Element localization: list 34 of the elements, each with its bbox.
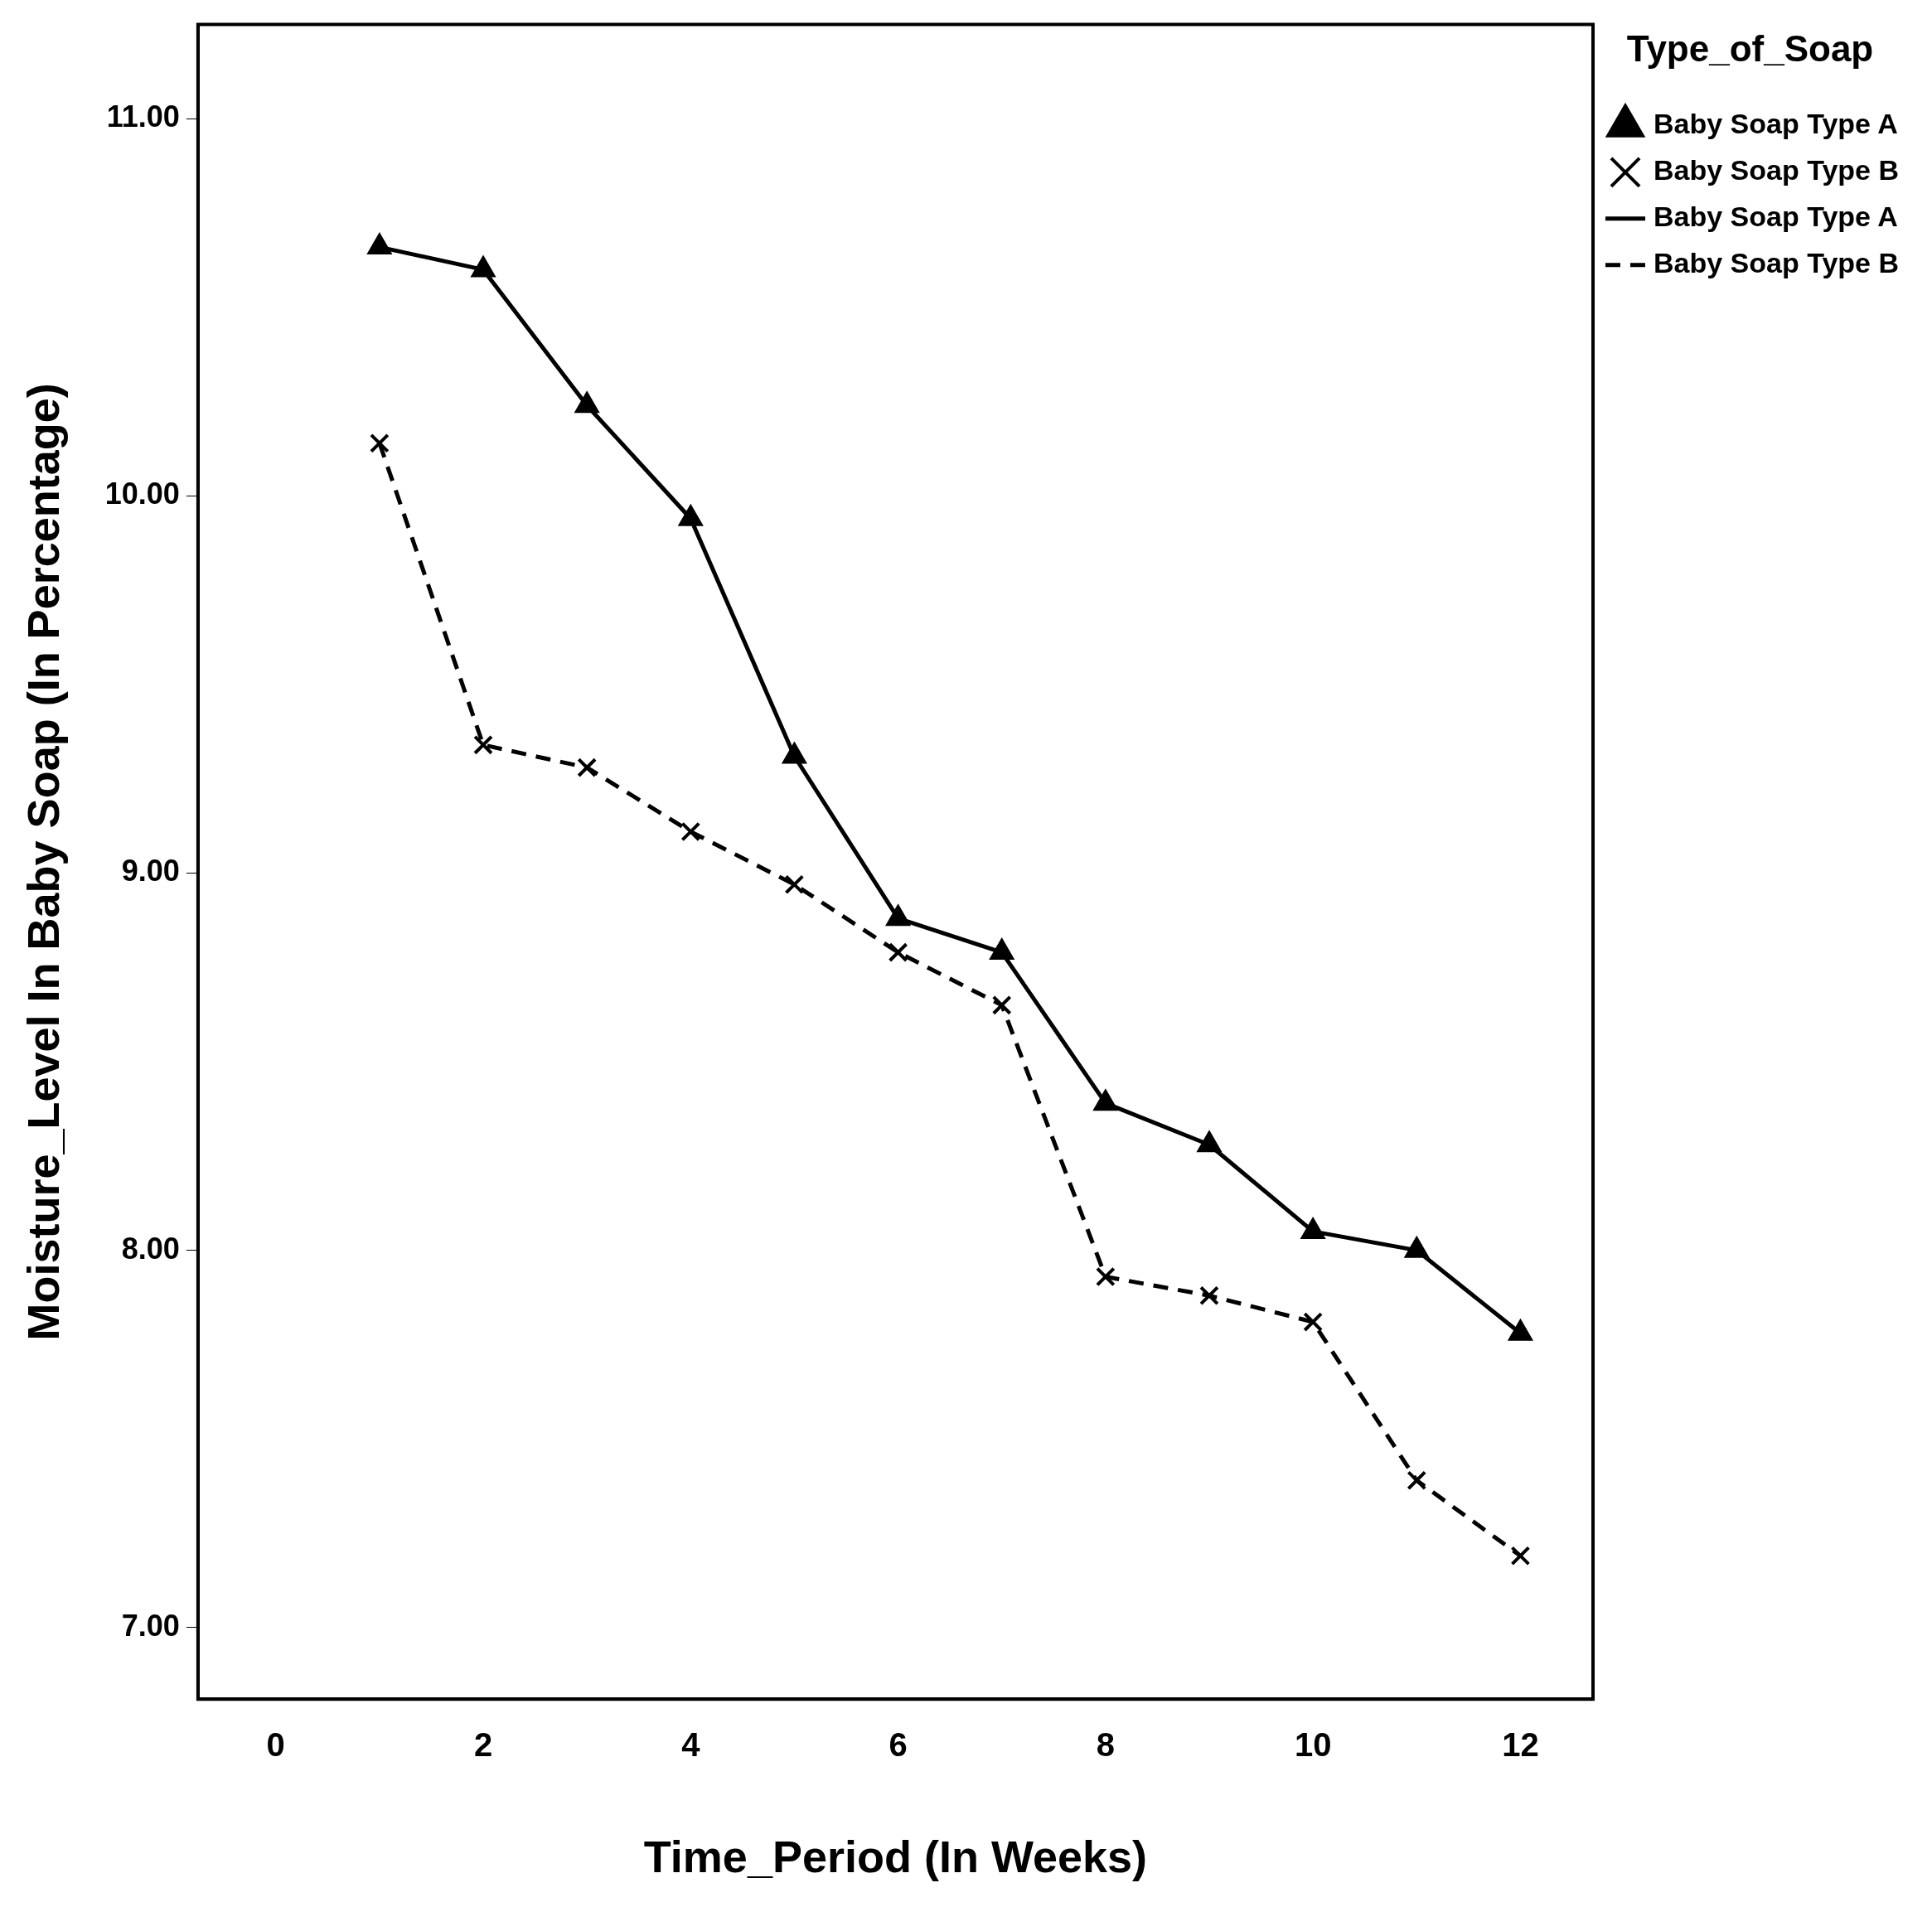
x-tick-label: 4 bbox=[681, 1726, 701, 1764]
x-tick-label: 12 bbox=[1502, 1726, 1539, 1764]
x-tick-label: 8 bbox=[1096, 1726, 1115, 1764]
y-tick-label: 7.00 bbox=[121, 1608, 180, 1643]
y-tick-label: 10.00 bbox=[104, 477, 180, 511]
legend-label: Baby Soap Type B bbox=[1654, 154, 1900, 186]
point bbox=[991, 995, 1012, 1015]
point bbox=[575, 392, 599, 414]
point bbox=[1407, 1470, 1427, 1491]
x-tick-label: 10 bbox=[1294, 1726, 1332, 1764]
y-axis-title: Moisture_Level In Baby Soap (In Percentage) bbox=[18, 383, 69, 1341]
point bbox=[784, 874, 805, 895]
point bbox=[1510, 1546, 1531, 1566]
x-axis-title: Time_Period (In Weeks) bbox=[643, 1832, 1148, 1882]
point bbox=[680, 821, 701, 842]
point bbox=[1199, 1285, 1219, 1306]
legend-label: Baby Soap Type A bbox=[1654, 201, 1898, 233]
point bbox=[888, 942, 908, 963]
point bbox=[577, 757, 598, 778]
legend-label: Baby Soap Type A bbox=[1654, 108, 1898, 140]
y-tick-label: 11.00 bbox=[106, 99, 180, 134]
point bbox=[471, 256, 496, 278]
legend-label: Baby Soap Type B bbox=[1654, 247, 1900, 279]
point bbox=[1095, 1266, 1116, 1287]
y-tick-label: 8.00 bbox=[121, 1231, 180, 1266]
point bbox=[473, 734, 493, 755]
point bbox=[1303, 1312, 1324, 1333]
legend-title: Type_of_Soap bbox=[1626, 28, 1874, 70]
y-tick-label: 9.00 bbox=[121, 854, 180, 888]
x-tick-label: 2 bbox=[473, 1726, 493, 1764]
x-tick-label: 0 bbox=[266, 1726, 285, 1764]
x-tick-label: 6 bbox=[889, 1726, 908, 1764]
point bbox=[369, 433, 390, 453]
point bbox=[367, 234, 392, 255]
